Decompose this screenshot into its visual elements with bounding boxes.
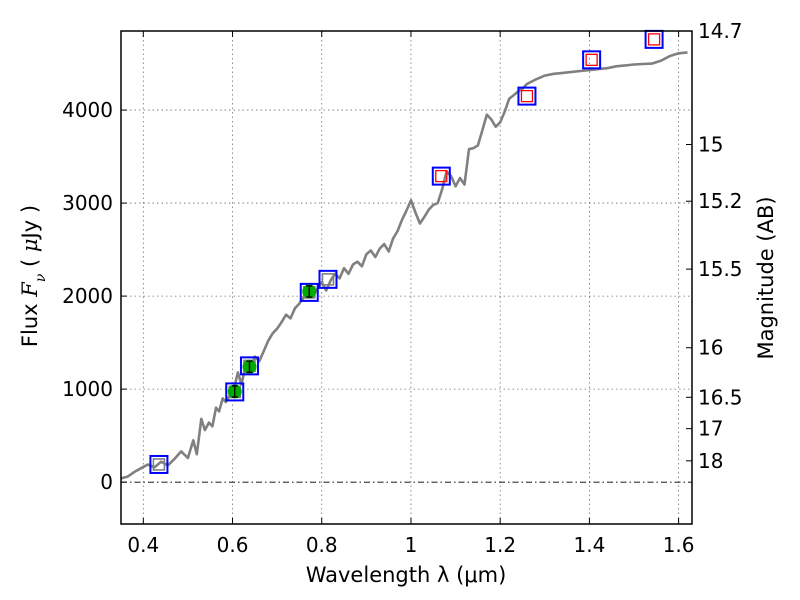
y-tick-label: 4000 bbox=[62, 98, 113, 122]
right-axis-label: Magnitude (AB) bbox=[754, 196, 778, 359]
y-tick-label: 1000 bbox=[62, 377, 113, 401]
x-tick-label: 0.8 bbox=[306, 533, 338, 557]
photometry-square-marker bbox=[299, 282, 319, 302]
photometry-square-marker bbox=[239, 356, 259, 376]
mag-tick-label: 15 bbox=[698, 132, 723, 156]
x-tick-label: 0.4 bbox=[127, 533, 159, 557]
mag-tick-label: 14.7 bbox=[698, 19, 743, 43]
x-tick-label: 1.4 bbox=[573, 533, 605, 557]
y-tick-label: 2000 bbox=[62, 284, 113, 308]
x-ticks: 0.4 0.6 0.8 1 1.2 1.4 1.6 bbox=[127, 31, 695, 557]
photometry-square-marker bbox=[517, 86, 537, 106]
mag-tick-label: 15.5 bbox=[698, 257, 743, 281]
mag-tick-label: 16.5 bbox=[698, 385, 743, 409]
y-tick-label: 0 bbox=[100, 470, 113, 494]
model-spectrum-layer bbox=[120, 51, 688, 480]
photometry-square-inner bbox=[435, 169, 448, 183]
mag-tick-label: 18 bbox=[698, 449, 723, 473]
grid-layer bbox=[121, 31, 692, 524]
x-tick-label: 1 bbox=[405, 533, 418, 557]
mag-tick-label: 17 bbox=[698, 417, 723, 441]
photometry-square-marker bbox=[431, 166, 451, 186]
y-axis-label: Flux Fν ( μJy ) bbox=[18, 205, 49, 347]
y-tick-label: 3000 bbox=[62, 191, 113, 215]
y-ticks: 0 1000 2000 3000 4000 bbox=[62, 98, 127, 494]
magnitude-ticks: 14.7 15 15.2 15.5 16 16.5 17 18 bbox=[686, 19, 743, 473]
x-tick-label: 0.6 bbox=[217, 533, 249, 557]
photometry-square-marker bbox=[149, 454, 169, 474]
x-tick-label: 1.6 bbox=[663, 533, 695, 557]
photometry-markers-layer bbox=[149, 29, 664, 474]
photometry-square-marker bbox=[225, 382, 245, 402]
x-axis-label: Wavelength λ (μm) bbox=[306, 563, 507, 587]
plot-frame bbox=[120, 30, 693, 525]
photometry-square-marker bbox=[318, 269, 338, 289]
x-tick-label: 1.2 bbox=[484, 533, 516, 557]
photometry-square-inner bbox=[520, 89, 534, 103]
mag-tick-label: 16 bbox=[698, 336, 723, 360]
photometry-square-inner bbox=[321, 273, 335, 286]
model-spectrum-line bbox=[120, 51, 688, 480]
photometry-square-inner bbox=[585, 53, 598, 66]
error-bar-layer bbox=[227, 284, 317, 399]
mag-tick-label: 15.2 bbox=[698, 189, 743, 213]
photometry-square-inner bbox=[152, 458, 166, 471]
photometry-square-inner bbox=[647, 33, 661, 46]
photometry-square-marker bbox=[582, 50, 602, 70]
